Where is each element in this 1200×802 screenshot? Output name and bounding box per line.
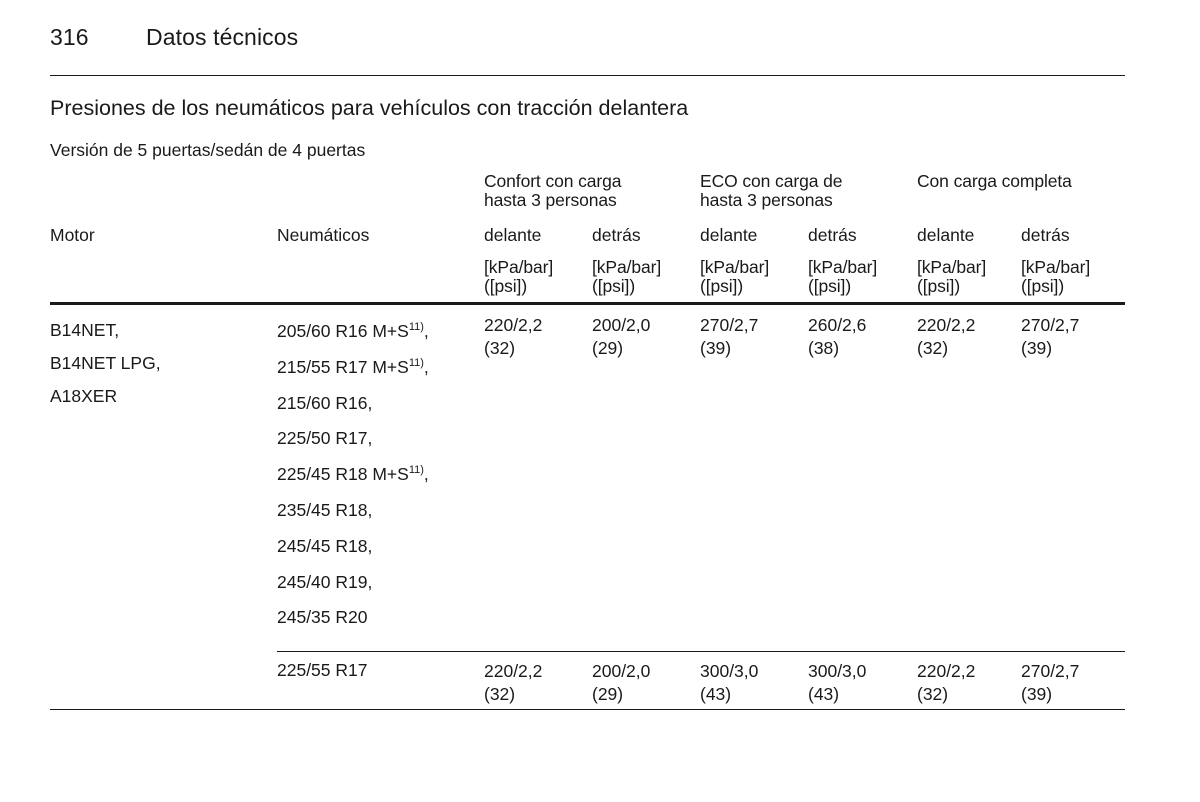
pressure-value: 220/2,2 (32)	[484, 661, 543, 704]
section-title: Presiones de los neumáticos para vehícul…	[50, 96, 689, 120]
unit-label: [kPa/bar] ([psi])	[700, 257, 770, 296]
subsection-title: Versión de 5 puertas/sedán de 4 puertas	[50, 140, 366, 160]
unit-label: [kPa/bar] ([psi])	[484, 257, 554, 296]
pressure-value: 220/2,2 (32)	[917, 315, 976, 358]
subheader-front: delante	[700, 225, 758, 245]
tyre-size: 245/40 R19,	[277, 571, 373, 592]
subheader-rear: detrás	[592, 225, 641, 245]
unit-label: [kPa/bar] ([psi])	[917, 257, 987, 296]
unit-label: [kPa/bar] ([psi])	[808, 257, 878, 296]
pressure-value: 200/2,0 (29)	[592, 315, 651, 358]
tyre-size: 215/55 R17 M+S11),	[277, 356, 429, 377]
pressure-value: 300/3,0 (43)	[808, 661, 867, 704]
group-header-eco: ECO con carga de hasta 3 personas	[700, 171, 843, 210]
pressure-value: 270/2,7 (39)	[1021, 661, 1080, 704]
tyre-size: 215/60 R16,	[277, 392, 373, 413]
pressure-value: 220/2,2 (32)	[484, 315, 543, 358]
tyre-size: 205/60 R16 M+S11),	[277, 321, 429, 341]
unit-label: [kPa/bar] ([psi])	[1021, 257, 1091, 296]
table-end-divider	[50, 709, 1125, 710]
tyre-size: 235/45 R18,	[277, 499, 373, 520]
chapter-title: Datos técnicos	[146, 24, 299, 50]
tyre-size: 225/45 R18 M+S11),	[277, 464, 429, 485]
motor-name: A18XER	[50, 386, 118, 406]
header-divider	[50, 75, 1125, 76]
motor-name: B14NET LPG,	[50, 353, 161, 373]
motor-list: B14NET, B14NET LPG, A18XER	[50, 314, 161, 413]
group-header-full-load: Con carga completa	[917, 171, 1072, 191]
column-header-motor: Motor	[50, 225, 95, 245]
subheader-front: delante	[917, 225, 975, 245]
row-divider	[277, 651, 1125, 652]
group-header-comfort: Confort con carga hasta 3 personas	[484, 171, 622, 210]
pressure-value: 220/2,2 (32)	[917, 661, 976, 704]
tyre-size: 225/55 R17	[277, 660, 368, 680]
tyre-size: 225/50 R17,	[277, 428, 373, 449]
subheader-rear: detrás	[1021, 225, 1070, 245]
table-header-divider	[50, 302, 1125, 305]
page-number: 316	[50, 24, 89, 50]
pressure-value: 270/2,7 (39)	[1021, 315, 1080, 358]
pressure-value: 200/2,0 (29)	[592, 661, 651, 704]
subheader-rear: detrás	[808, 225, 857, 245]
page-header: 316 Datos técnicos	[50, 24, 298, 51]
unit-label: [kPa/bar] ([psi])	[592, 257, 662, 296]
pressure-value: 260/2,6 (38)	[808, 315, 867, 358]
tyre-size: 245/35 R20	[277, 607, 368, 628]
tyre-size-list: 205/60 R16 M+S11), 215/55 R17 M+S11), 21…	[277, 314, 429, 636]
pressure-value: 270/2,7 (39)	[700, 315, 759, 358]
subheader-front: delante	[484, 225, 542, 245]
tyre-size: 245/45 R18,	[277, 535, 373, 556]
column-header-tyres: Neumáticos	[277, 225, 370, 245]
pressure-value: 300/3,0 (43)	[700, 661, 759, 704]
motor-name: B14NET,	[50, 320, 120, 340]
